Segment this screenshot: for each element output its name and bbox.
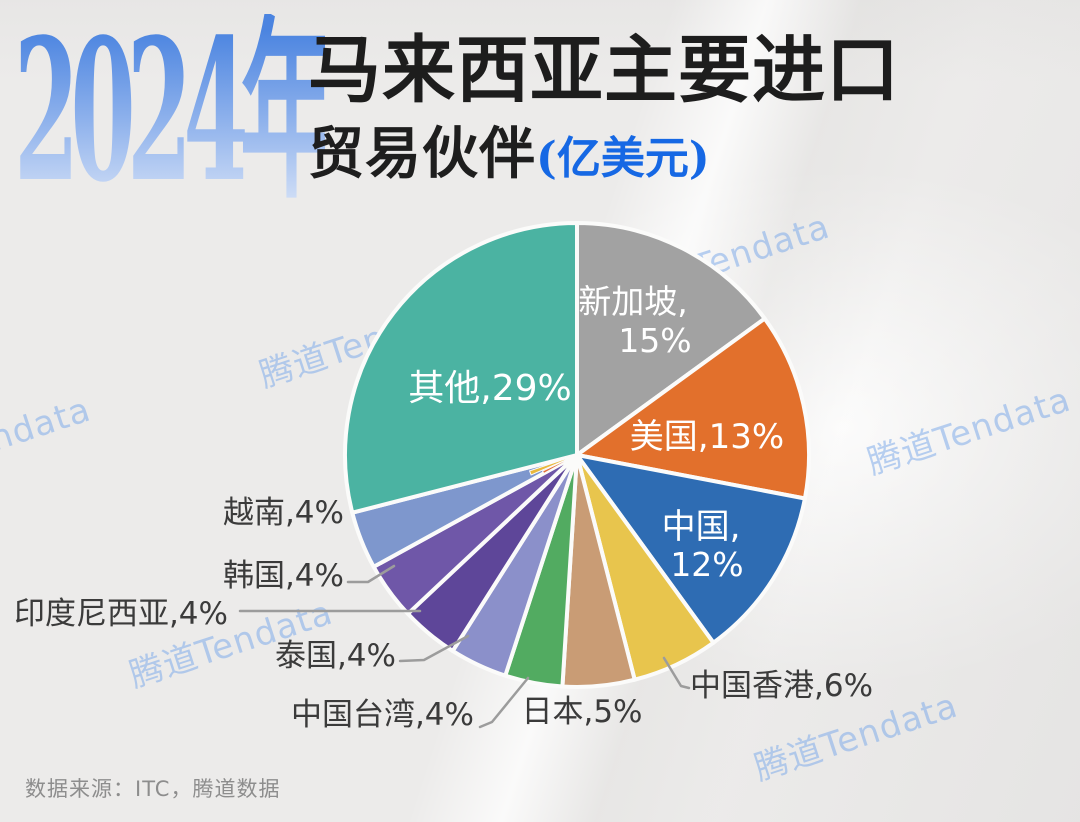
pie-label-中国-value: 12% bbox=[670, 545, 743, 584]
leader-line-泰国 bbox=[398, 634, 470, 663]
title-year: 2024年 bbox=[14, 0, 334, 226]
pie-label-日本: 日本,5% bbox=[521, 694, 642, 730]
data-source-note: 数据来源：ITC，腾道数据 bbox=[25, 777, 281, 801]
leader-line-中国香港 bbox=[662, 656, 691, 690]
page-title-line2-text: 贸易伙伴 bbox=[308, 121, 536, 187]
page-title-unit: (亿美元) bbox=[536, 133, 710, 184]
pie-label-韩国: 韩国,4% bbox=[223, 558, 344, 594]
pie-label-泰国: 泰国,4% bbox=[275, 638, 396, 674]
pie-label-新加坡: 新加坡, bbox=[578, 282, 688, 321]
pie-center-sliver bbox=[528, 454, 578, 476]
page-title-line2: 贸易伙伴(亿美元) bbox=[308, 121, 710, 187]
pie-label-新加坡-value: 15% bbox=[618, 321, 691, 360]
page-title-line1: 马来西亚主要进口 bbox=[308, 27, 900, 113]
leader-line-中国台湾 bbox=[478, 676, 530, 729]
pie-label-其他: 其他,29% bbox=[408, 368, 571, 409]
pie-label-美国: 美国,13% bbox=[630, 417, 784, 457]
pie-slice-其他 bbox=[343, 221, 579, 515]
pie-center-sliver bbox=[541, 454, 578, 475]
pie-slice-美国 bbox=[575, 316, 811, 501]
pie-slice-中国 bbox=[575, 453, 807, 645]
pie-label-中国: 中国, bbox=[662, 507, 741, 547]
pie-label-印度尼西亚: 印度尼西亚,4% bbox=[14, 596, 228, 632]
pie-label-越南: 越南,4% bbox=[223, 495, 344, 531]
leader-line-韩国 bbox=[346, 564, 396, 584]
pie-label-中国台湾: 中国台湾,4% bbox=[291, 697, 474, 733]
pie-slice-新加坡 bbox=[575, 221, 767, 457]
pie-label-中国香港: 中国香港,6% bbox=[690, 668, 873, 704]
